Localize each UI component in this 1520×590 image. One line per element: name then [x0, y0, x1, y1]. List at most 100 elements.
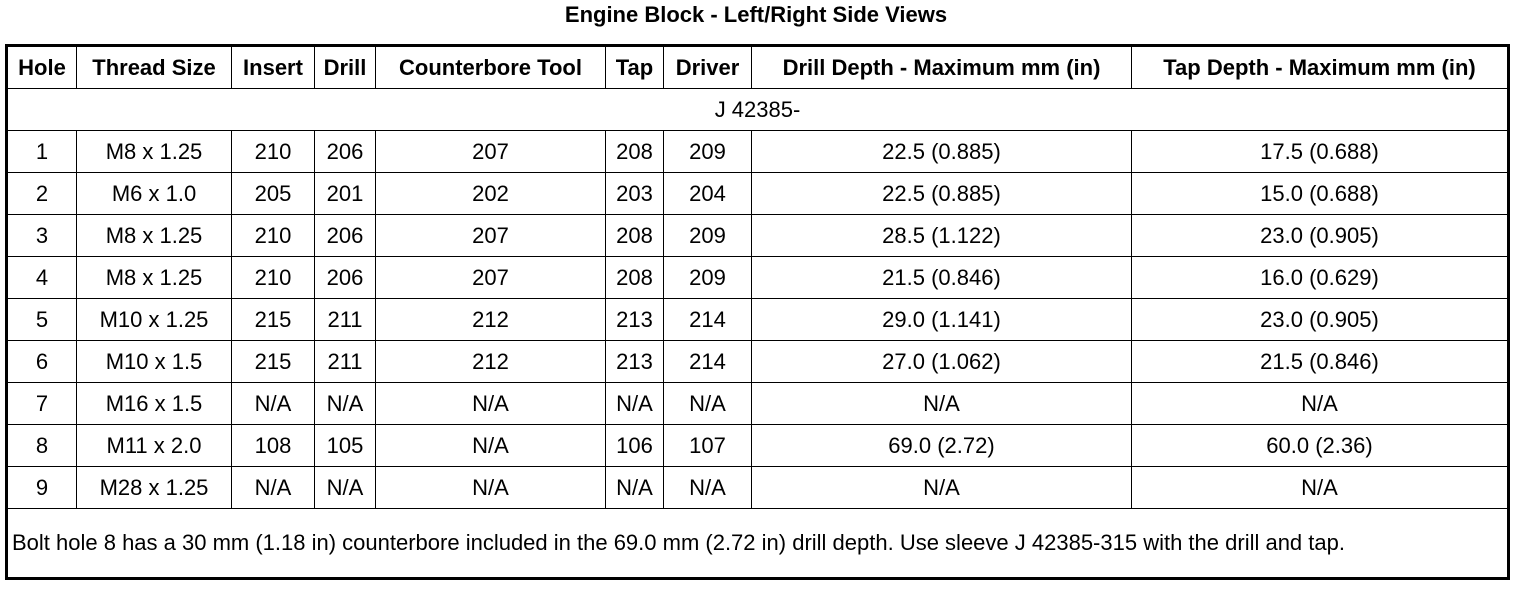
cell: 208	[605, 130, 664, 173]
cell: 23.0 (0.905)	[1131, 298, 1509, 341]
cell: N/A	[663, 382, 752, 425]
cell: 203	[605, 172, 664, 215]
cell: N/A	[375, 466, 606, 509]
cell: M16 x 1.5	[76, 382, 232, 425]
cell: M10 x 1.5	[76, 340, 232, 383]
subheader-cell: J 42385-	[6, 88, 1509, 131]
data-row: 9 M28 x 1.25 N/A N/A N/A N/A N/A N/A N/A	[6, 466, 1509, 509]
data-row: 5 M10 x 1.25 215 211 212 213 214 29.0 (1.141) 23…	[6, 298, 1509, 341]
footnote-row: Bolt hole 8 has a 30 mm (1.18 in) counte…	[6, 508, 1509, 579]
cell: 107	[663, 424, 752, 467]
cell: 1	[6, 130, 77, 173]
cell: 201	[314, 172, 376, 215]
cell: N/A	[231, 382, 315, 425]
cell: 206	[314, 256, 376, 299]
cell: N/A	[663, 466, 752, 509]
subheader-row: J 42385-	[6, 88, 1509, 131]
cell: 8	[6, 424, 77, 467]
cell: N/A	[605, 466, 664, 509]
cell: 4	[6, 256, 77, 299]
cell: 206	[314, 130, 376, 173]
column-header: Insert	[231, 45, 315, 89]
cell: N/A	[1131, 382, 1509, 425]
cell: 21.5 (0.846)	[1131, 340, 1509, 383]
cell: M28 x 1.25	[76, 466, 232, 509]
cell: 17.5 (0.688)	[1131, 130, 1509, 173]
cell: N/A	[314, 382, 376, 425]
cell: M10 x 1.25	[76, 298, 232, 341]
cell: 206	[314, 214, 376, 257]
cell: 204	[663, 172, 752, 215]
cell: N/A	[231, 466, 315, 509]
cell: 3	[6, 214, 77, 257]
cell: 211	[314, 340, 376, 383]
cell: M8 x 1.25	[76, 214, 232, 257]
cell: 15.0 (0.688)	[1131, 172, 1509, 215]
cell: 210	[231, 130, 315, 173]
data-row: 6 M10 x 1.5 215 211 212 213 214 27.0 (1.062) 21.…	[6, 340, 1509, 383]
column-header: Driver	[663, 45, 752, 89]
cell: 9	[6, 466, 77, 509]
cell: N/A	[751, 466, 1132, 509]
cell: 6	[6, 340, 77, 383]
cell: M6 x 1.0	[76, 172, 232, 215]
cell: 29.0 (1.141)	[751, 298, 1132, 341]
cell: 210	[231, 214, 315, 257]
cell: 23.0 (0.905)	[1131, 214, 1509, 257]
header-row: Hole Thread Size Insert Drill Counterbore To…	[6, 45, 1509, 89]
spec-table: Hole Thread Size Insert Drill Counterbore To…	[5, 44, 1510, 580]
cell: 212	[375, 298, 606, 341]
cell: 69.0 (2.72)	[751, 424, 1132, 467]
data-row: 3 M8 x 1.25 210 206 207 208 209 28.5 (1.122) 23.…	[6, 214, 1509, 257]
table-body: J 42385- 1 M8 x 1.25 210 206 207 208 209 22.5 (0…	[6, 88, 1509, 579]
column-header: Tap	[605, 45, 664, 89]
cell: 22.5 (0.885)	[751, 130, 1132, 173]
cell: 105	[314, 424, 376, 467]
cell: 207	[375, 214, 606, 257]
cell: 106	[605, 424, 664, 467]
cell: 213	[605, 340, 664, 383]
cell: N/A	[751, 382, 1132, 425]
cell: 22.5 (0.885)	[751, 172, 1132, 215]
data-row: 7 M16 x 1.5 N/A N/A N/A N/A N/A N/A N/A	[6, 382, 1509, 425]
cell: 207	[375, 256, 606, 299]
cell: 211	[314, 298, 376, 341]
cell: N/A	[1131, 466, 1509, 509]
cell: M11 x 2.0	[76, 424, 232, 467]
cell: M8 x 1.25	[76, 130, 232, 173]
title: Engine Block - Left/Right Side Views	[564, 2, 948, 27]
column-header: Thread Size	[76, 45, 232, 89]
cell: 21.5 (0.846)	[751, 256, 1132, 299]
cell: 205	[231, 172, 315, 215]
cell: 210	[231, 256, 315, 299]
cell: 27.0 (1.062)	[751, 340, 1132, 383]
data-row: 8 M11 x 2.0 108 105 N/A 106 107 69.0 (2.72) 60.0…	[6, 424, 1509, 467]
cell: 2	[6, 172, 77, 215]
data-row: 4 M8 x 1.25 210 206 207 208 209 21.5 (0.846) 16.…	[6, 256, 1509, 299]
cell: 60.0 (2.36)	[1131, 424, 1509, 467]
cell: N/A	[375, 424, 606, 467]
cell: 7	[6, 382, 77, 425]
data-row: 1 M8 x 1.25 210 206 207 208 209 22.5 (0.885) 17.…	[6, 130, 1509, 173]
cell: 108	[231, 424, 315, 467]
cell: 16.0 (0.629)	[1131, 256, 1509, 299]
column-header: Drill	[314, 45, 376, 89]
cell: 212	[375, 340, 606, 383]
cell: N/A	[375, 382, 606, 425]
column-header: Drill Depth - Maximum mm (in)	[751, 45, 1132, 89]
column-header: Counterbore Tool	[375, 45, 606, 89]
cell: 215	[231, 340, 315, 383]
cell: 207	[375, 130, 606, 173]
cell: 5	[6, 298, 77, 341]
cell: 208	[605, 214, 664, 257]
column-header: Tap Depth - Maximum mm (in)	[1131, 45, 1509, 89]
cell: 213	[605, 298, 664, 341]
cell: 209	[663, 256, 752, 299]
cell: 214	[663, 298, 752, 341]
cell: 202	[375, 172, 606, 215]
cell: N/A	[314, 466, 376, 509]
cell: 208	[605, 256, 664, 299]
cell: 214	[663, 340, 752, 383]
data-row: 2 M6 x 1.0 205 201 202 203 204 22.5 (0.885) 15.0…	[6, 172, 1509, 215]
